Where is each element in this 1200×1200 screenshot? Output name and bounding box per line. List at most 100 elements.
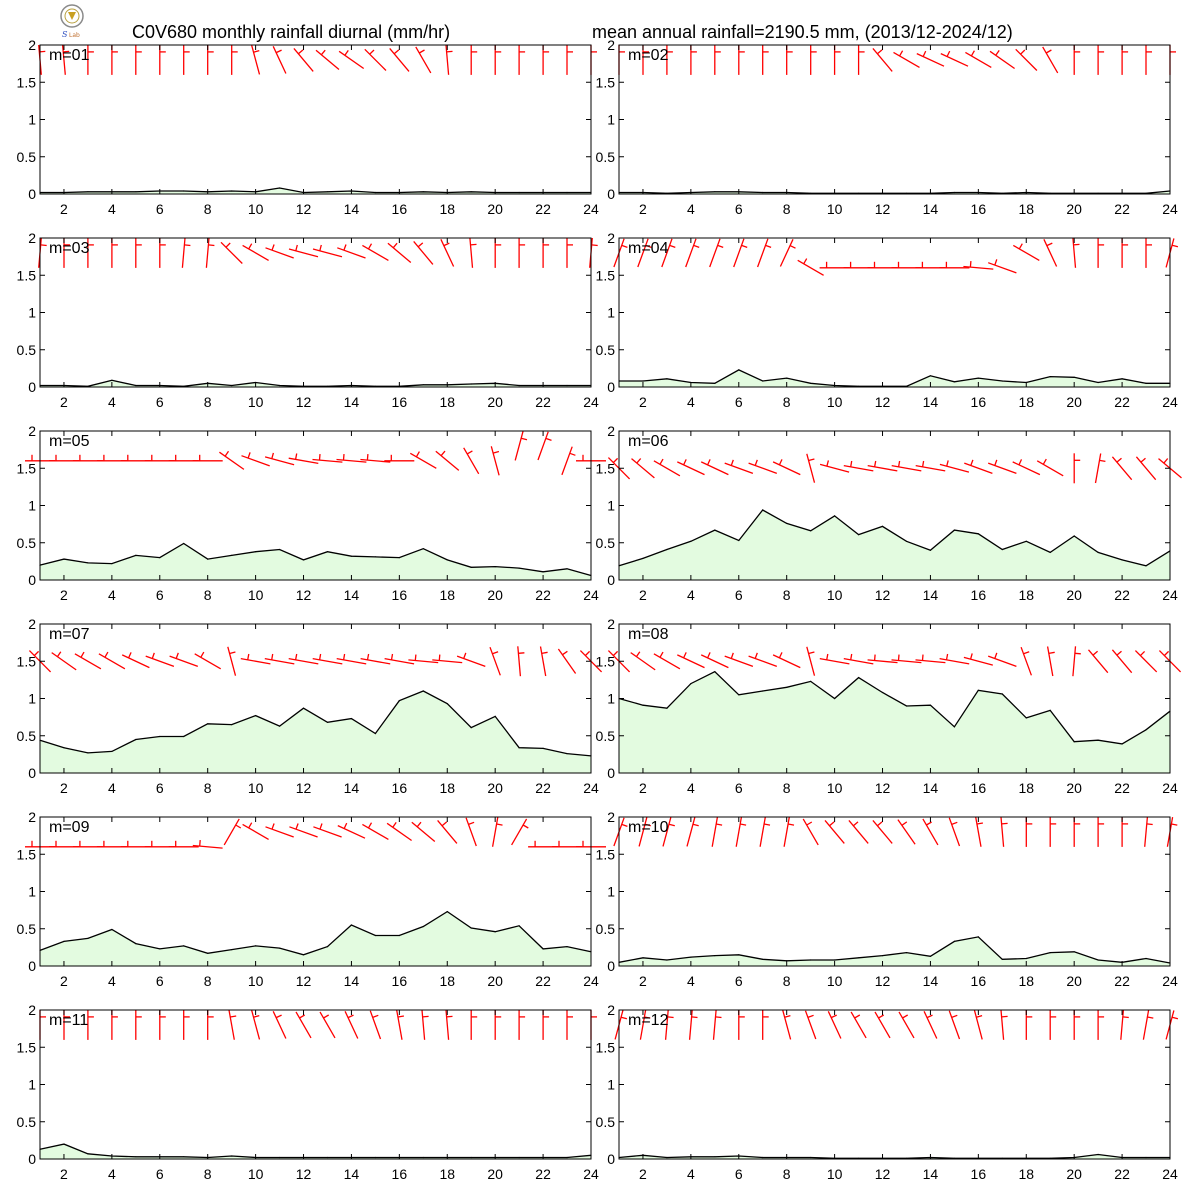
x-tick-label: 4 xyxy=(687,973,695,989)
x-tick-label: 10 xyxy=(248,201,264,217)
wind-barb xyxy=(1166,816,1178,847)
wind-barb xyxy=(1043,239,1058,267)
x-tick-label: 14 xyxy=(344,1166,360,1182)
y-tick-label: 1.5 xyxy=(596,460,616,476)
rainfall-point xyxy=(1145,957,1147,960)
x-tick-label: 4 xyxy=(687,587,695,603)
wind-barb xyxy=(440,239,455,267)
x-tick-label: 22 xyxy=(1114,973,1130,989)
wind-barb xyxy=(1169,44,1176,75)
x-tick-label: 24 xyxy=(583,780,599,796)
x-tick-label: 12 xyxy=(296,973,312,989)
y-tick-label: 1.5 xyxy=(596,653,616,669)
x-tick-label: 2 xyxy=(639,973,647,989)
rainfall-point xyxy=(446,559,448,561)
wind-barb xyxy=(111,237,118,268)
x-tick-label: 8 xyxy=(783,1166,791,1182)
x-tick-label: 4 xyxy=(108,587,116,603)
wind-barb xyxy=(690,44,697,75)
rainfall-point xyxy=(953,191,956,194)
wind-barb xyxy=(987,459,1017,475)
wind-barb xyxy=(511,818,529,846)
wind-barb xyxy=(700,652,729,669)
rainfall-point xyxy=(738,694,740,696)
x-tick-label: 22 xyxy=(535,587,551,603)
x-tick-label: 4 xyxy=(108,1166,116,1182)
x-tick-label: 20 xyxy=(1066,587,1082,603)
x-tick-label: 22 xyxy=(1114,201,1130,217)
x-tick-label: 20 xyxy=(1066,780,1082,796)
wind-barb xyxy=(98,651,126,670)
y-tick-label: 1 xyxy=(607,1077,615,1093)
rainfall-point xyxy=(953,529,956,531)
rainfall-point xyxy=(135,384,137,387)
wind-barb xyxy=(456,652,486,668)
y-tick-label: 2 xyxy=(28,37,36,53)
wind-barb xyxy=(518,1009,526,1040)
x-tick-label: 20 xyxy=(487,394,503,410)
wind-barb xyxy=(1000,1009,1008,1040)
y-tick-label: 2 xyxy=(28,616,36,632)
y-tick-label: 0.5 xyxy=(596,921,616,937)
rainfall-point xyxy=(1049,551,1051,554)
wind-barb xyxy=(664,1009,674,1040)
wind-barb xyxy=(923,1011,938,1039)
x-tick-label: 2 xyxy=(639,780,647,796)
y-tick-label: 1 xyxy=(607,498,615,514)
y-tick-label: 1 xyxy=(607,691,615,707)
x-tick-label: 24 xyxy=(1162,780,1178,796)
rainfall-point xyxy=(87,1153,89,1155)
rainfall-point xyxy=(542,948,544,950)
wind-barb xyxy=(915,261,946,269)
wind-barb xyxy=(618,44,625,75)
wind-barb xyxy=(1073,816,1081,847)
wind-barb xyxy=(121,652,150,669)
wind-barb xyxy=(819,261,850,269)
wind-barb xyxy=(1020,646,1033,676)
wind-barb xyxy=(518,44,526,75)
x-tick-label: 12 xyxy=(875,1166,891,1182)
rainfall-point xyxy=(63,940,65,943)
rainfall-line xyxy=(39,542,592,577)
y-tick-label: 0.5 xyxy=(17,728,37,744)
x-tick-label: 24 xyxy=(583,201,599,217)
rainfall-point xyxy=(666,378,668,380)
y-tick-label: 1 xyxy=(28,1077,36,1093)
y-tick-label: 0.5 xyxy=(596,728,616,744)
y-tick-label: 2 xyxy=(607,230,615,246)
wind-barb xyxy=(1097,44,1105,75)
wind-barb xyxy=(489,646,501,676)
wind-barb xyxy=(539,646,548,677)
wind-barb xyxy=(898,1011,915,1039)
wind-barb xyxy=(783,816,795,847)
rainfall-point xyxy=(1049,952,1051,954)
wind-barb xyxy=(39,1009,46,1040)
wind-barb xyxy=(964,459,993,475)
x-tick-label: 4 xyxy=(108,973,116,989)
rainfall-point xyxy=(929,375,932,377)
rainfall-point xyxy=(566,1156,568,1159)
rainfall-point xyxy=(159,948,161,950)
y-tick-label: 0 xyxy=(607,572,615,588)
rainfall-line xyxy=(39,1143,592,1159)
panel-month-label: m=01 xyxy=(49,47,90,64)
wind-barb xyxy=(111,44,118,75)
rainfall-point xyxy=(63,558,65,560)
y-tick-label: 0 xyxy=(28,379,36,395)
rainfall-point xyxy=(1145,565,1147,567)
panel-month-label: m=06 xyxy=(628,433,669,450)
wind-barb xyxy=(207,44,214,75)
rainfall-point xyxy=(1001,380,1003,382)
wind-barb xyxy=(1121,816,1129,847)
rainfall-point xyxy=(881,955,884,957)
x-tick-label: 6 xyxy=(156,394,164,410)
y-tick-label: 0.5 xyxy=(596,149,616,165)
wind-barb xyxy=(724,459,754,475)
x-tick-label: 16 xyxy=(971,973,987,989)
wind-barb xyxy=(806,646,816,676)
rainfall-point xyxy=(762,191,764,194)
wind-barb xyxy=(264,452,295,466)
wind-barb xyxy=(1121,237,1129,268)
y-tick-label: 2 xyxy=(607,616,615,632)
